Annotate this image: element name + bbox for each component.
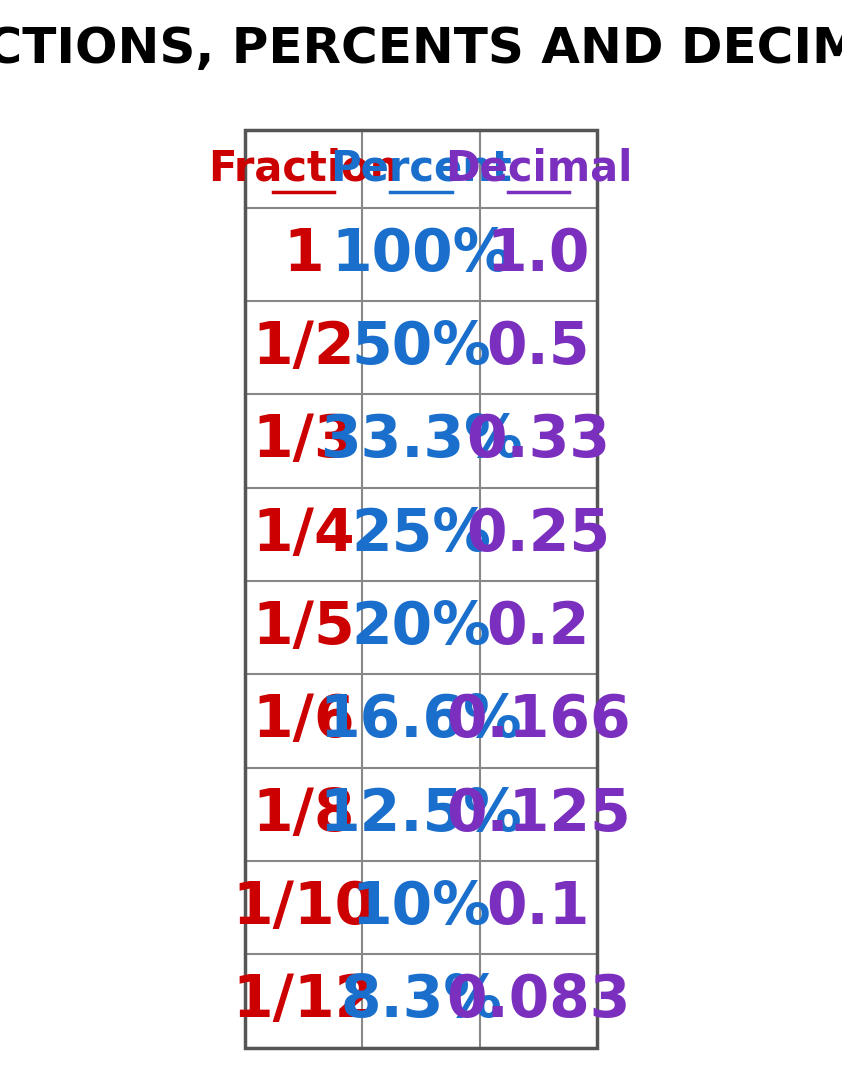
Text: 0.5: 0.5 [487, 319, 590, 376]
Text: FRACTIONS, PERCENTS AND DECIMALS: FRACTIONS, PERCENTS AND DECIMALS [0, 25, 842, 72]
Text: 1/3: 1/3 [253, 413, 355, 470]
Text: Percent: Percent [330, 148, 512, 190]
Text: 0.2: 0.2 [487, 599, 590, 657]
Text: 8.3%: 8.3% [340, 972, 502, 1029]
Text: 1: 1 [283, 226, 324, 283]
Text: 0.33: 0.33 [466, 413, 610, 470]
Text: 1/6: 1/6 [253, 692, 355, 750]
Text: 10%: 10% [351, 879, 491, 936]
Bar [245, 130, 597, 1048]
Text: 1/2: 1/2 [253, 319, 355, 376]
Text: 0.1: 0.1 [487, 879, 590, 936]
Text: 12.5%: 12.5% [320, 786, 522, 842]
Text: 1/12: 1/12 [232, 972, 376, 1029]
Text: 0.125: 0.125 [446, 786, 631, 842]
Text: 1/5: 1/5 [253, 599, 355, 657]
Text: 1.0: 1.0 [487, 226, 590, 283]
Text: 1/4: 1/4 [253, 505, 355, 563]
Text: 33.3%: 33.3% [320, 413, 522, 470]
Text: 1/8: 1/8 [253, 786, 354, 842]
Text: 0.25: 0.25 [466, 505, 610, 563]
Text: Fraction: Fraction [208, 148, 399, 190]
Text: 16.6%: 16.6% [320, 692, 522, 750]
Text: Decimal: Decimal [445, 148, 632, 190]
Text: 0.083: 0.083 [446, 972, 631, 1029]
Text: 100%: 100% [331, 226, 511, 283]
Text: 0.166: 0.166 [446, 692, 631, 750]
Text: 25%: 25% [351, 505, 491, 563]
Text: 1/10: 1/10 [232, 879, 376, 936]
Text: 20%: 20% [351, 599, 491, 657]
Text: 50%: 50% [351, 319, 491, 376]
